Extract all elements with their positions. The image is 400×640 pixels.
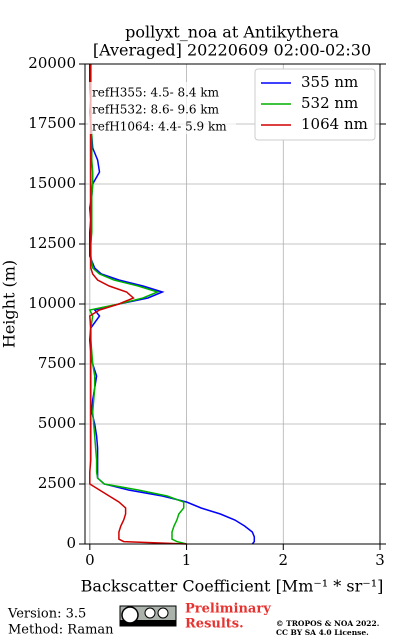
- x-axis-label: Backscatter Coefficient [Mm⁻¹ * sr⁻¹]: [81, 577, 384, 596]
- legend-label: 532 nm: [301, 94, 358, 112]
- copyright: CC BY SA 4.0 License.: [276, 628, 369, 637]
- y-tick-label: 12500: [28, 234, 76, 252]
- y-tick-label: 10000: [28, 294, 76, 312]
- y-tick-label: 17500: [28, 114, 76, 132]
- plot-frame: [84, 63, 381, 545]
- y-axis-label: Height (m): [0, 260, 19, 348]
- profile-line: [89, 64, 187, 545]
- x-tick-label: 1: [182, 551, 192, 569]
- annotation-box: refH355: 4.5- 8.4 km refH532: 8.6- 9.6 km…: [88, 82, 236, 134]
- x-tick-label: 2: [279, 551, 289, 569]
- y-tick-label: 5000: [38, 414, 76, 432]
- legend: 355 nm 532 nm 1064 nm: [254, 68, 376, 141]
- cc-logo: [119, 605, 177, 627]
- copyright: © TROPOS & NOA 2022.: [276, 619, 379, 628]
- y-tick-label: 7500: [38, 354, 76, 372]
- chart-title: pollyxt_noa at Antikythera: [125, 23, 339, 42]
- annotation-bg: [88, 82, 236, 134]
- preliminary: Results.: [185, 617, 244, 632]
- legend-label: 355 nm: [301, 73, 358, 91]
- y-tick-label: 2500: [38, 474, 76, 492]
- preliminary: Preliminary: [185, 602, 271, 617]
- legend-frame: [254, 68, 376, 141]
- annotation: refH1064: 4.4- 5.9 km: [92, 120, 227, 134]
- x-tick-label: 0: [85, 551, 95, 569]
- annotation: refH532: 8.6- 9.6 km: [92, 103, 220, 117]
- chart-title: [Averaged] 20220609 02:00-02:30: [93, 41, 371, 60]
- legend-label: 1064 nm: [301, 115, 368, 133]
- x-tick-label: 3: [375, 551, 385, 569]
- y-tick-label: 0: [66, 534, 76, 552]
- method: Method: Raman: [8, 623, 114, 638]
- version: Version: 3.5: [7, 607, 86, 622]
- y-tick-label: 15000: [28, 174, 76, 192]
- y-tick-label: 20000: [28, 54, 76, 72]
- annotation: refH355: 4.5- 8.4 km: [92, 86, 220, 100]
